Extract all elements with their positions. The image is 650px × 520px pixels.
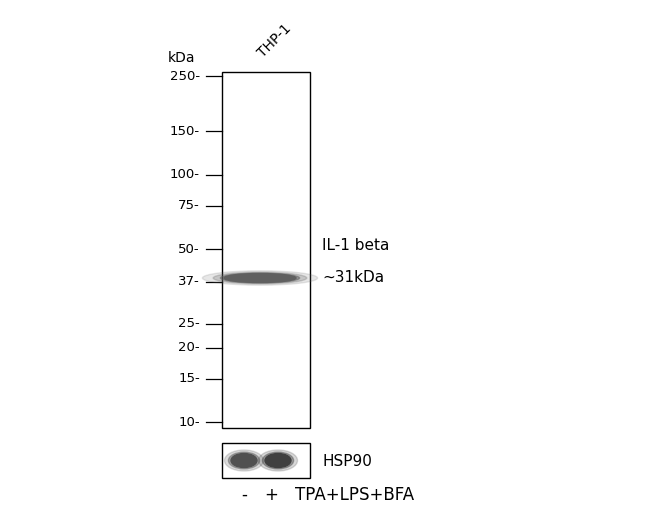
Text: kDa: kDa [168,51,195,65]
Ellipse shape [228,452,259,469]
Text: 15-: 15- [178,372,200,385]
Text: 150-: 150- [170,125,200,138]
Text: 25-: 25- [178,317,200,330]
Ellipse shape [259,450,298,471]
Ellipse shape [213,272,307,284]
Ellipse shape [231,453,257,467]
Ellipse shape [224,450,263,471]
Text: -: - [241,486,247,504]
Text: ~31kDa: ~31kDa [322,270,384,285]
Ellipse shape [202,271,318,285]
Text: +: + [264,486,278,504]
Text: 37-: 37- [178,275,200,288]
Ellipse shape [263,452,294,469]
Bar [222,72,310,428]
Text: 10-: 10- [178,416,200,429]
Text: 50-: 50- [178,243,200,256]
Text: 75-: 75- [178,199,200,212]
Text: TPA+LPS+BFA: TPA+LPS+BFA [295,486,414,504]
Ellipse shape [220,273,300,283]
Bar [222,443,310,478]
Text: 20-: 20- [178,342,200,355]
Text: 100-: 100- [170,168,200,181]
Text: THP-1: THP-1 [255,21,294,60]
Text: IL-1 beta: IL-1 beta [322,238,389,253]
Ellipse shape [224,274,296,282]
Ellipse shape [265,453,291,467]
Text: 250-: 250- [170,70,200,83]
Text: HSP90: HSP90 [322,453,372,469]
